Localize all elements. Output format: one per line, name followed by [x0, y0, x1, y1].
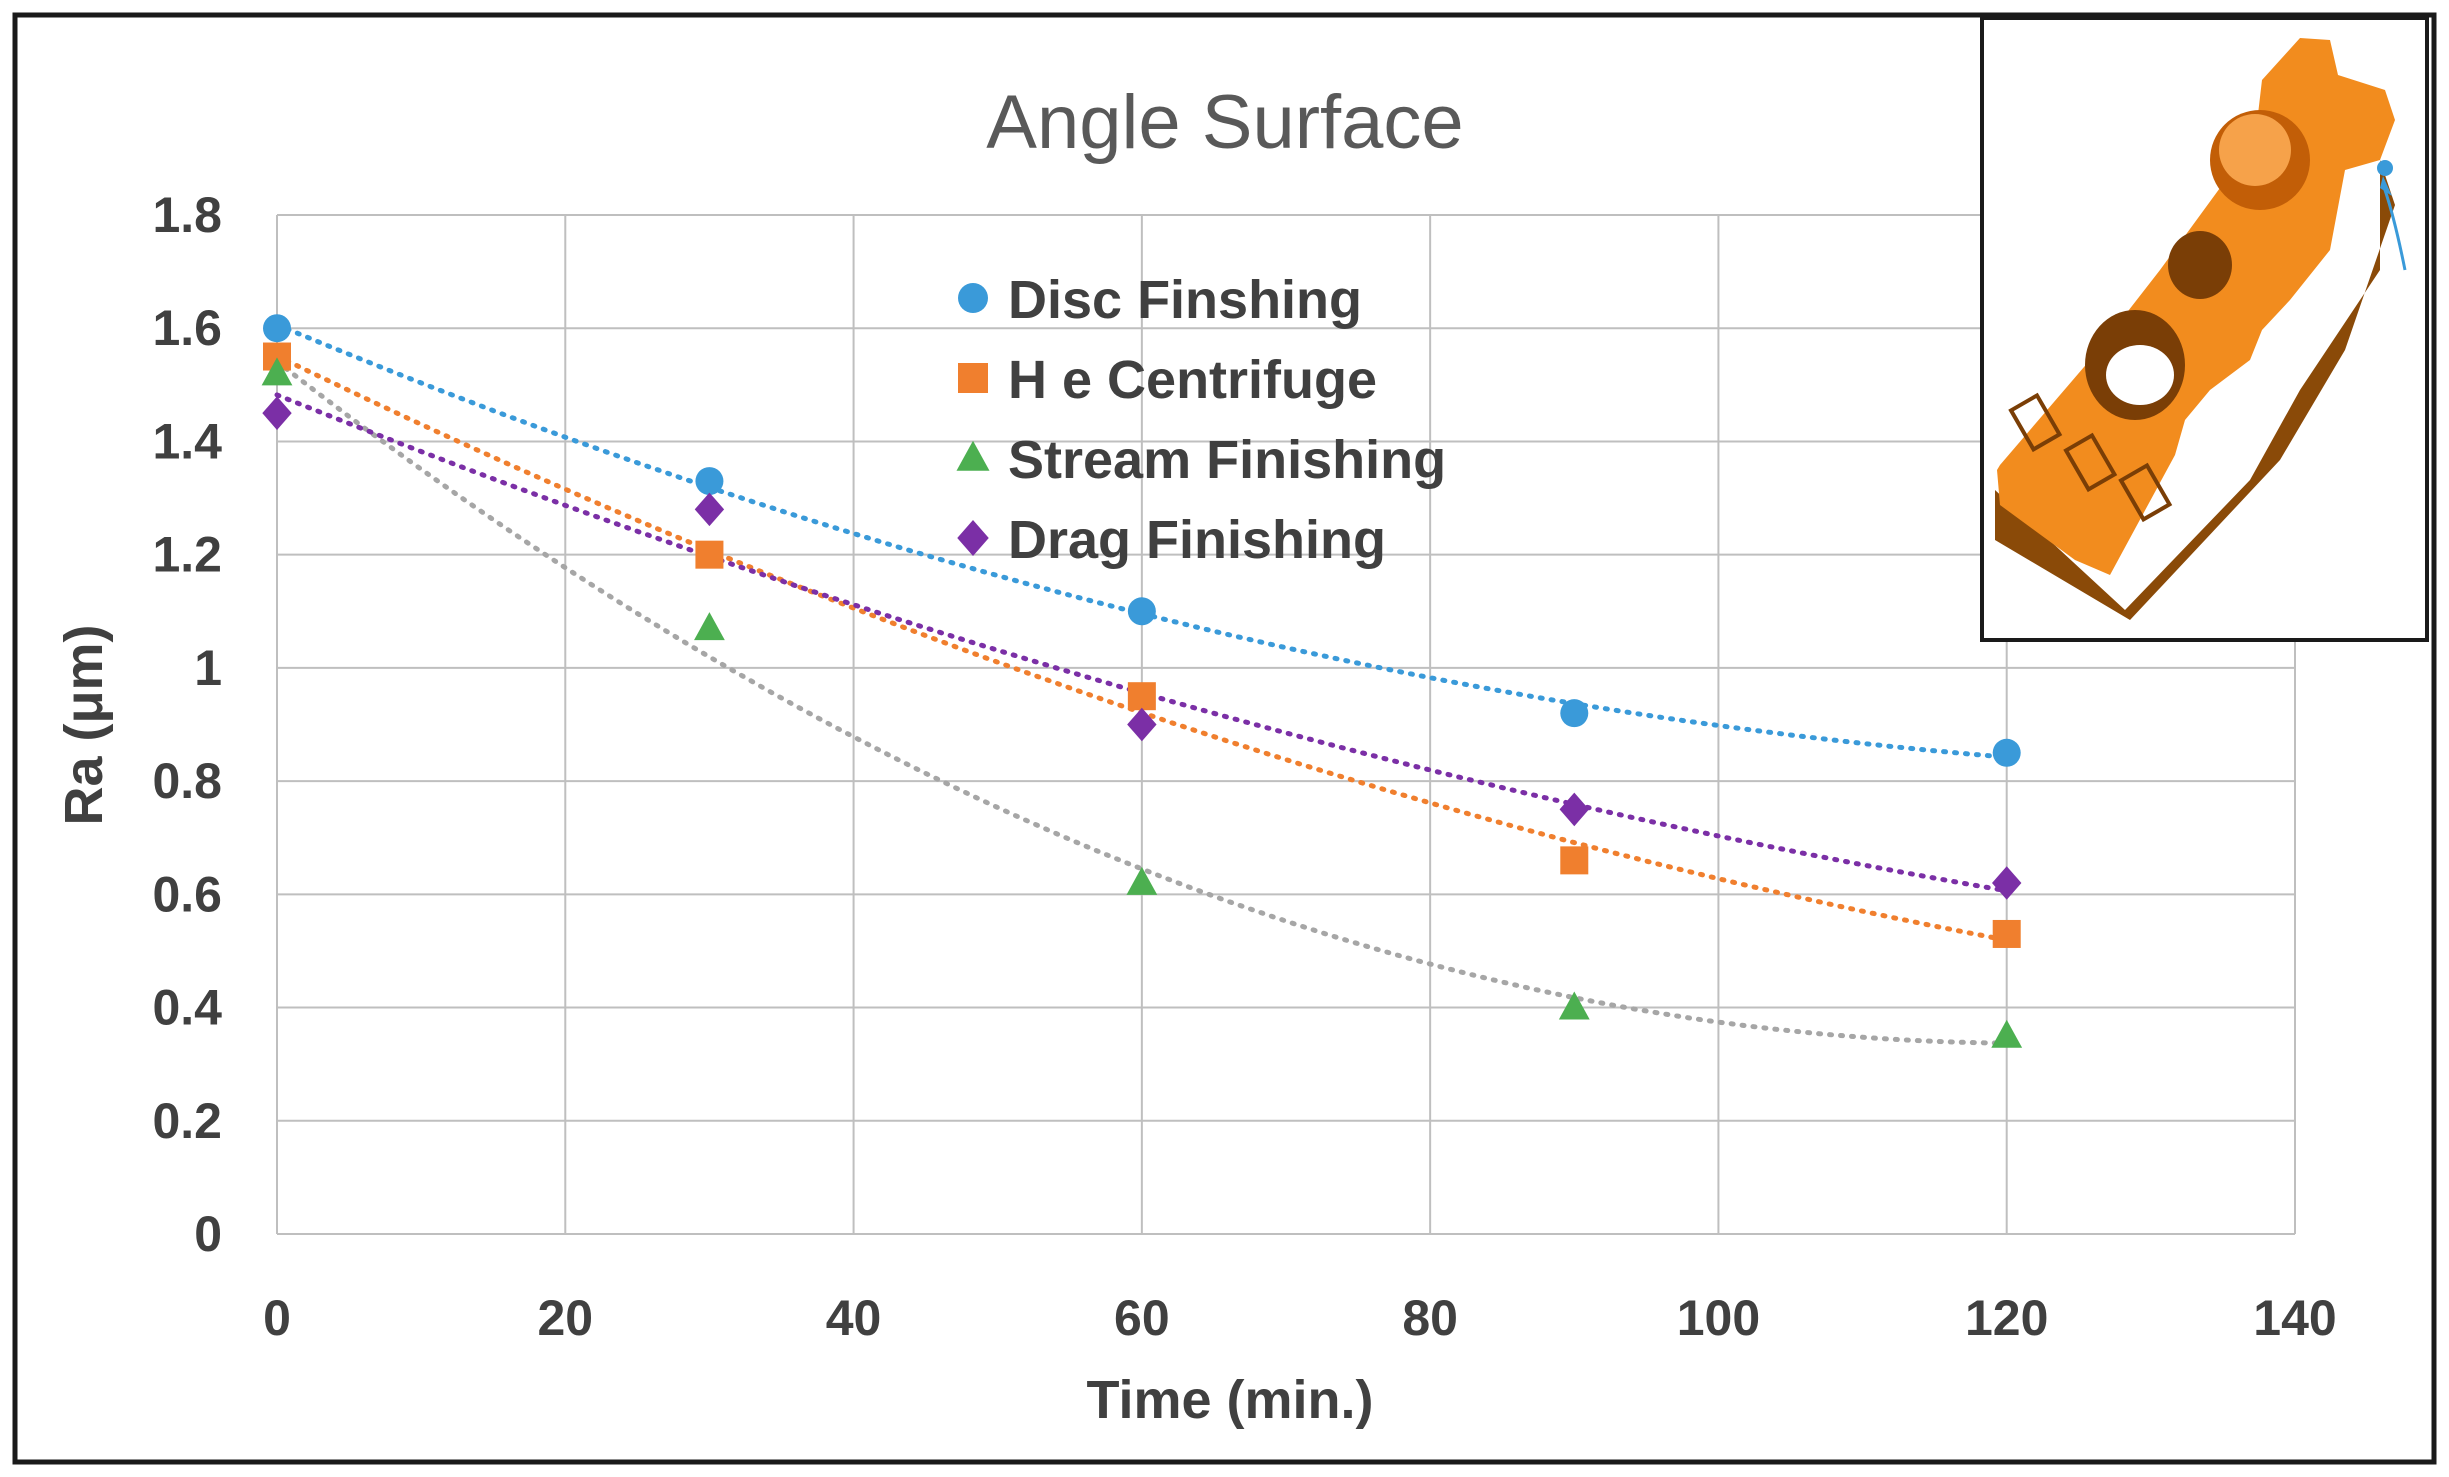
y-tick-label: 1.4 — [152, 413, 222, 469]
y-tick-label: 0.2 — [152, 1093, 222, 1149]
data-point-circle — [1127, 597, 1156, 626]
x-tick-label: 120 — [1965, 1290, 2048, 1346]
data-point-circle — [1992, 738, 2021, 767]
part-hole-large-inner — [2106, 345, 2174, 405]
orange-machined-part-icon — [1980, 16, 2429, 642]
data-point-triangle — [1991, 1019, 2023, 1048]
data-point-triangle — [1126, 866, 1158, 895]
legend-label: Stream Finishing — [1008, 430, 1446, 490]
x-tick-label: 100 — [1677, 1290, 1760, 1346]
inset-pointer-arrowhead — [2380, 176, 2392, 196]
data-point-diamond — [1127, 707, 1157, 742]
part-side-face — [1995, 160, 2395, 620]
legend-marker-triangle — [956, 440, 990, 471]
y-tick-label: 0.8 — [152, 753, 222, 809]
part-hole-small — [2168, 231, 2232, 299]
data-point-triangle — [261, 357, 293, 386]
data-point-diamond — [1992, 866, 2022, 900]
y-tick-label: 0.6 — [152, 866, 222, 922]
data-point-triangle — [694, 612, 725, 641]
y-tick-label: 1.2 — [152, 527, 222, 583]
part-pocket-highlight — [2219, 114, 2291, 186]
legend-marker-square — [958, 363, 988, 393]
part-slot-1 — [2008, 392, 2063, 453]
x-axis-title: Time (min.) — [1086, 1370, 1373, 1430]
inset-pointer-arrow — [2383, 189, 2407, 271]
legend-label: H e Centrifuge — [1008, 350, 1377, 410]
legend-label: Drag Finishing — [1008, 510, 1386, 570]
data-point-square — [1127, 682, 1156, 711]
legend-label: Disc Finshing — [1008, 270, 1362, 330]
y-tick-label: 1.6 — [152, 300, 222, 356]
legend-marker-circle — [958, 283, 988, 313]
y-tick-label: 0.4 — [152, 980, 222, 1036]
part-slot-3 — [2118, 462, 2173, 523]
data-point-square — [1560, 846, 1589, 875]
data-point-circle — [695, 467, 724, 496]
data-point-square — [695, 540, 724, 569]
chart-title: Angle Surface — [986, 80, 1463, 165]
data-point-diamond — [1559, 792, 1589, 827]
legend-marker-diamond — [957, 520, 989, 556]
x-tick-label: 0 — [263, 1290, 291, 1346]
x-tick-label: 140 — [2253, 1290, 2336, 1346]
trendline-triangle — [274, 359, 2010, 1046]
x-tick-label: 60 — [1114, 1290, 1170, 1346]
gridlines — [276, 214, 2296, 1235]
y-tick-label: 0 — [194, 1206, 222, 1262]
x-tick-label: 40 — [826, 1290, 882, 1346]
x-tick-label: 80 — [1402, 1290, 1458, 1346]
data-point-diamond — [262, 396, 292, 430]
data-point-square — [1992, 919, 2021, 948]
legend: Disc Finshing H e Centrifuge Stream Finish… — [956, 270, 1446, 570]
data-point-diamond — [694, 492, 725, 527]
data-markers — [261, 314, 2023, 1048]
y-axis-title: Ra (μm) — [54, 624, 114, 825]
data-point-circle — [263, 314, 291, 343]
data-point-circle — [1560, 699, 1589, 728]
x-tick-labels: 0 20 40 60 80 100 120 140 — [263, 1290, 2337, 1346]
y-tick-labels: 0 0.2 0.4 0.6 0.8 1 1.2 1.4 1.6 1.8 — [152, 187, 222, 1262]
inset-pointer-dot — [2377, 160, 2393, 176]
x-tick-label: 20 — [537, 1290, 593, 1346]
y-tick-label: 1.8 — [152, 187, 222, 243]
y-tick-label: 1 — [194, 640, 222, 696]
data-point-triangle — [1558, 991, 1590, 1020]
part-slot-2 — [2063, 432, 2118, 493]
